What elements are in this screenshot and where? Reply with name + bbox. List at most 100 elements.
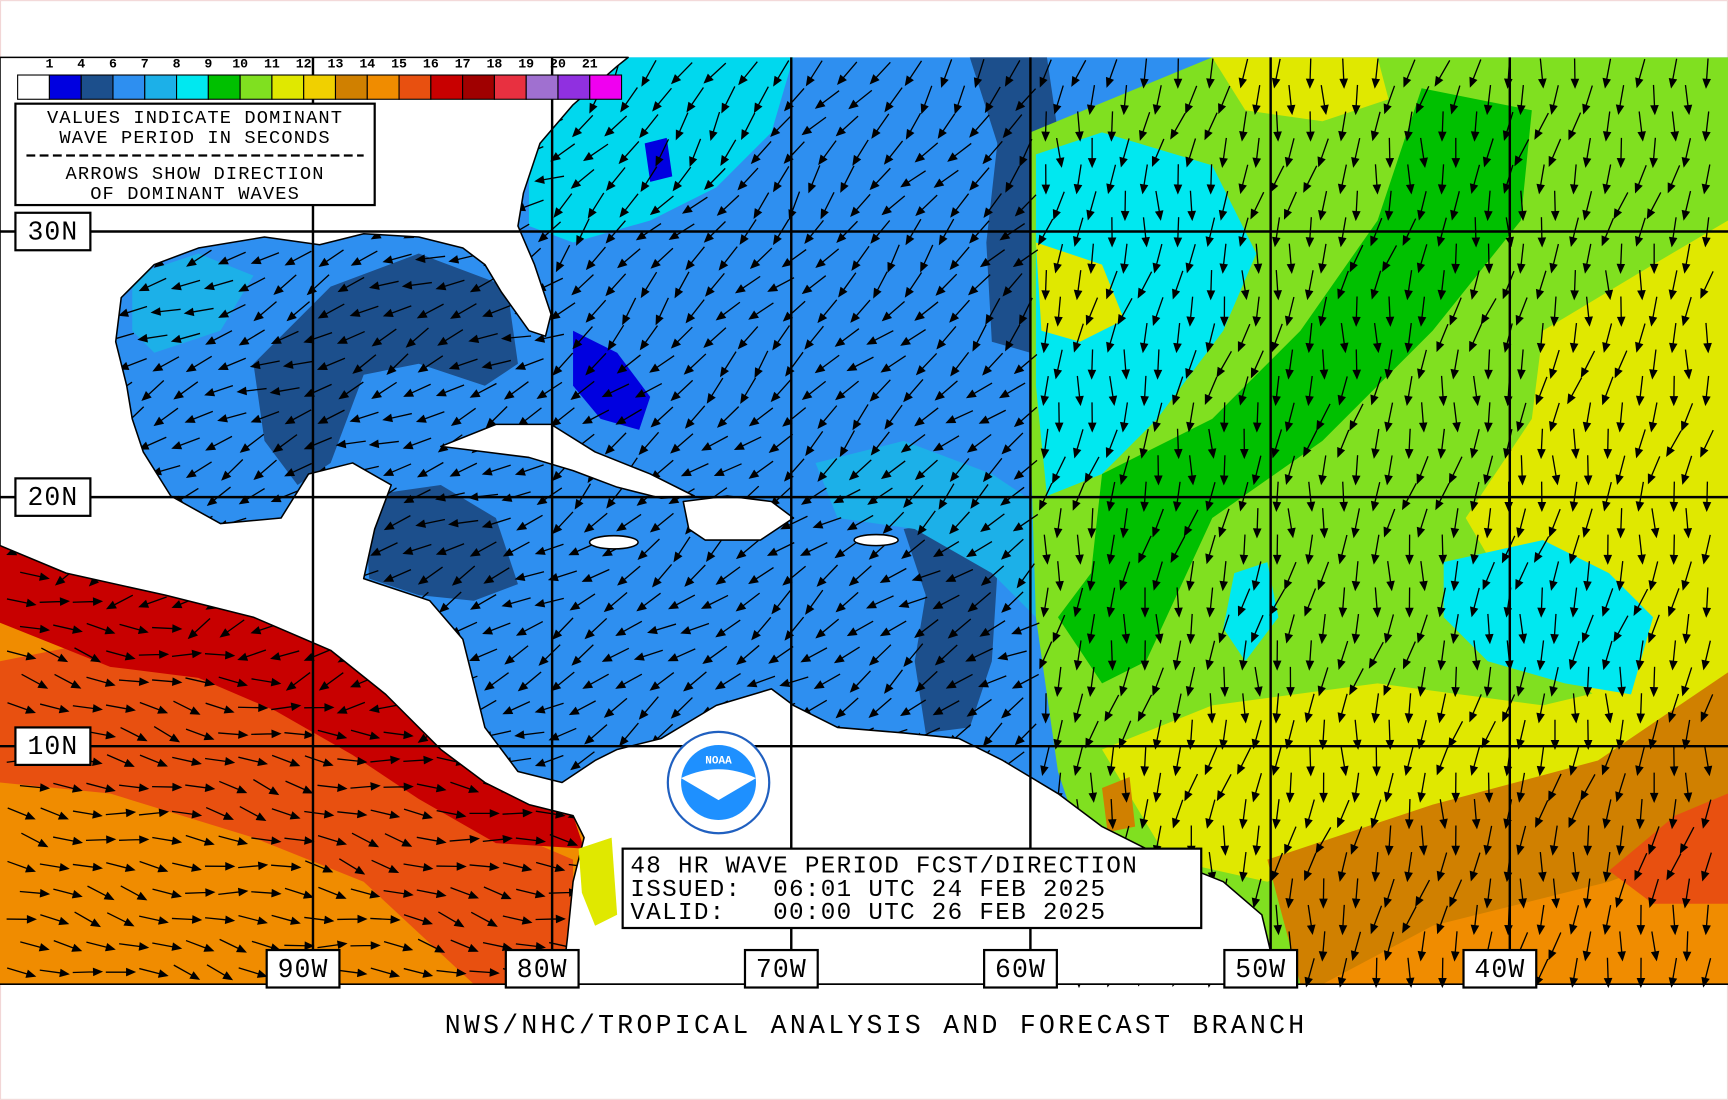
direction-arrow: [1075, 375, 1084, 407]
direction-arrow: [337, 756, 368, 766]
direction-arrow: [1154, 455, 1163, 486]
direction-arrow: [337, 968, 368, 978]
direction-arrow: [1517, 455, 1527, 486]
direction-arrow: [1702, 375, 1711, 407]
direction-arrow: [1417, 349, 1428, 380]
direction-arrow: [685, 246, 705, 271]
legend-label: 1: [45, 57, 53, 72]
direction-arrow: [617, 248, 641, 269]
direction-arrow: [85, 835, 117, 844]
direction-arrow: [667, 648, 696, 662]
direction-arrow: [1205, 482, 1216, 512]
direction-arrow: [1437, 428, 1447, 459]
direction-arrow: [750, 141, 772, 165]
direction-arrow: [870, 431, 890, 456]
period-zone: [0, 545, 585, 849]
direction-arrow: [936, 325, 957, 350]
direction-arrow: [1549, 243, 1560, 274]
direction-arrow: [1438, 534, 1448, 565]
direction-arrow: [218, 676, 248, 688]
direction-arrow: [1349, 244, 1364, 273]
direction-arrow: [1286, 84, 1296, 116]
direction-arrow: [19, 783, 51, 792]
direction-arrow: [1484, 402, 1493, 433]
direction-arrow: [139, 754, 168, 767]
direction-arrow: [584, 724, 608, 745]
direction-arrow: [1152, 508, 1164, 538]
direction-arrow: [1305, 375, 1314, 407]
direction-arrow: [1603, 428, 1613, 460]
direction-arrow: [1139, 164, 1149, 195]
direction-arrow: [1013, 459, 1038, 480]
direction-arrow: [270, 650, 300, 661]
direction-arrow: [770, 379, 792, 403]
direction-arrow: [152, 677, 183, 686]
direction-arrow: [949, 458, 970, 483]
direction-arrow: [1205, 534, 1216, 565]
direction-arrow: [1337, 957, 1348, 988]
direction-arrow: [979, 249, 1006, 268]
forecast-box: 48 HR WAVE PERIOD FCST/DIRECTION ISSUED:…: [621, 847, 1203, 930]
direction-arrow: [352, 354, 377, 374]
direction-arrow: [1187, 190, 1197, 222]
direction-arrow: [1416, 508, 1428, 538]
direction-arrow: [106, 862, 136, 872]
direction-arrow: [118, 305, 148, 317]
direction-arrow: [483, 567, 510, 584]
direction-arrow: [1138, 535, 1152, 564]
direction-arrow: [1284, 138, 1295, 168]
direction-arrow: [587, 192, 605, 219]
direction-arrow: [1439, 799, 1448, 830]
direction-arrow: [852, 404, 869, 431]
direction-arrow: [435, 279, 465, 291]
direction-arrow: [1701, 534, 1711, 565]
direction-arrow: [1635, 640, 1645, 671]
direction-arrow: [1602, 164, 1612, 195]
direction-arrow: [482, 305, 511, 318]
direction-arrow: [39, 703, 70, 714]
direction-arrow: [816, 564, 839, 587]
direction-arrow: [469, 968, 500, 977]
direction-arrow: [835, 115, 859, 137]
direction-arrow: [1372, 957, 1381, 989]
direction-arrow: [1372, 164, 1382, 195]
direction-arrow: [1548, 932, 1562, 961]
direction-arrow: [502, 701, 531, 715]
direction-arrow: [383, 941, 414, 952]
direction-arrow: [105, 594, 134, 610]
direction-arrow: [1570, 270, 1579, 301]
direction-arrow: [1084, 456, 1100, 484]
direction-arrow: [1602, 58, 1612, 89]
direction-arrow: [753, 86, 769, 114]
direction-arrow: [1549, 85, 1559, 115]
direction-arrow: [1670, 111, 1680, 142]
direction-arrow: [1535, 376, 1548, 406]
direction-arrow: [1650, 931, 1660, 962]
direction-arrow: [1469, 164, 1481, 194]
direction-arrow: [1120, 508, 1129, 539]
direction-arrow: [1041, 164, 1051, 195]
direction-arrow: [1469, 270, 1480, 300]
longitude-label: 90W: [278, 955, 329, 985]
direction-arrow: [1303, 430, 1318, 458]
direction-arrow: [1569, 481, 1579, 512]
direction-arrow: [1681, 296, 1692, 327]
direction-arrow: [754, 350, 769, 379]
direction-arrow: [386, 353, 409, 375]
direction-arrow: [1351, 455, 1361, 486]
direction-arrow: [1649, 349, 1658, 380]
direction-arrow: [817, 405, 838, 429]
direction-arrow: [738, 61, 758, 86]
longitude-label: 80W: [517, 955, 568, 985]
direction-arrow: [1482, 138, 1494, 168]
direction-arrow: [1284, 561, 1297, 591]
direction-arrow: [673, 536, 691, 563]
direction-arrow: [1186, 296, 1196, 327]
direction-arrow: [714, 672, 741, 690]
direction-arrow: [1305, 217, 1315, 248]
direction-arrow: [1153, 772, 1162, 803]
direction-arrow: [470, 594, 497, 610]
direction-arrow: [1141, 217, 1150, 248]
direction-arrow: [185, 728, 215, 741]
